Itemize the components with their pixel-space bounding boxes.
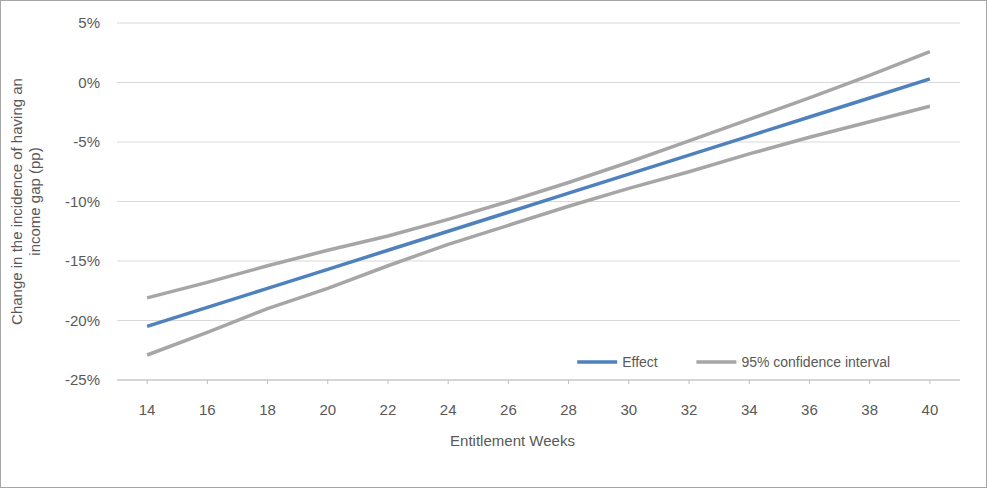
y-tick-label: 0%	[78, 74, 100, 91]
grid-line	[117, 261, 960, 262]
grid-line	[117, 320, 960, 321]
x-tick	[327, 380, 328, 384]
chart-border	[1, 1, 987, 488]
y-tick-label: -15%	[65, 252, 100, 269]
legend-label: Effect	[622, 354, 658, 370]
y-tick-label: -10%	[65, 193, 100, 210]
effect-line	[147, 79, 930, 327]
x-tick-label: 30	[620, 401, 637, 418]
x-axis-line	[117, 380, 960, 381]
x-tick-label: 32	[681, 401, 698, 418]
x-tick	[267, 380, 268, 384]
plot-lines	[147, 52, 930, 355]
x-tick	[448, 380, 449, 384]
grid-line	[117, 82, 960, 83]
x-tick-label: 28	[560, 401, 577, 418]
x-tick	[929, 380, 930, 384]
legend-swatch	[696, 360, 736, 364]
y-tick-label: 5%	[78, 14, 100, 31]
x-tick-label: 16	[199, 401, 216, 418]
grid-line	[117, 23, 960, 24]
x-tick	[207, 380, 208, 384]
x-tick	[147, 380, 148, 384]
x-tick	[749, 380, 750, 384]
x-tick-label: 40	[922, 401, 939, 418]
x-tick-label: 26	[500, 401, 517, 418]
grid-line	[117, 142, 960, 143]
legend-label: 95% confidence interval	[741, 354, 890, 370]
x-tick-label: 14	[139, 401, 156, 418]
ci-lower-line	[147, 106, 930, 355]
x-tick-label: 24	[440, 401, 457, 418]
x-tick	[387, 380, 388, 384]
x-tick	[809, 380, 810, 384]
x-tick	[568, 380, 569, 384]
y-axis-title: Change in the incidence of having aninco…	[8, 78, 43, 325]
legend: Effect 95% confidence interval	[577, 354, 890, 370]
x-tick	[508, 380, 509, 384]
x-tick-label: 38	[861, 401, 878, 418]
chart: -25% -20% -15% -10% -5% 0% 5% 14 16 18 20 22 24 26 28 3…	[0, 0, 987, 488]
x-axis-title: Entitlement Weeks	[450, 432, 575, 449]
y-tick-label: -5%	[73, 133, 100, 150]
legend-swatch	[577, 360, 617, 364]
x-tick	[689, 380, 690, 384]
x-tick-label: 36	[801, 401, 818, 418]
ci-upper-line	[147, 52, 930, 298]
y-tick-label: -20%	[65, 312, 100, 329]
x-tick-label: 18	[259, 401, 276, 418]
grid-line	[117, 380, 960, 381]
x-tick-label: 22	[380, 401, 397, 418]
x-tick	[869, 380, 870, 384]
y-tick-label: -25%	[65, 371, 100, 388]
x-tick	[628, 380, 629, 384]
x-tick-label: 20	[319, 401, 336, 418]
x-tick-label: 34	[741, 401, 758, 418]
